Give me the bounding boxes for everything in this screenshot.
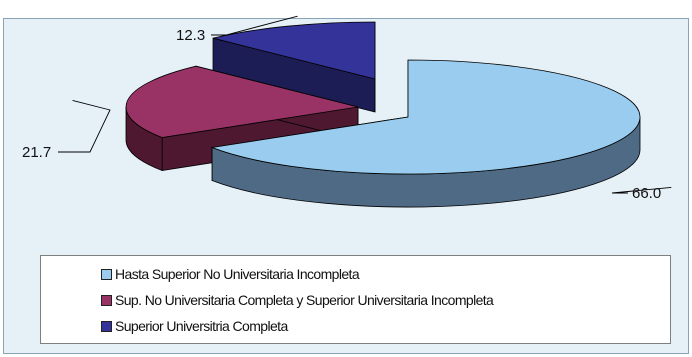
leader-line <box>611 187 672 194</box>
pie-slice <box>212 21 376 80</box>
legend-item: Hasta Superior No Universitaria Incomple… <box>101 261 670 287</box>
data-label: 12.3 <box>176 27 205 44</box>
leader-line <box>58 99 111 153</box>
data-label: 66.0 <box>632 185 661 202</box>
legend-label: Superior Universitria Completa <box>115 318 288 334</box>
pie-slice <box>210 59 641 175</box>
pie-slice <box>125 65 359 138</box>
legend-swatch <box>101 320 112 332</box>
data-label: 21.7 <box>22 144 51 161</box>
leader-line <box>211 15 298 36</box>
legend-label: Hasta Superior No Universitaria Incomple… <box>115 266 360 282</box>
legend-item: Superior Universitria Completa <box>101 313 670 339</box>
legend-swatch <box>101 294 112 306</box>
legend: Hasta Superior No Universitaria Incomple… <box>40 255 671 344</box>
legend-label: Sup. No Universitaria Completa y Superio… <box>115 292 494 308</box>
legend-item: Sup. No Universitaria Completa y Superio… <box>101 287 670 313</box>
legend-swatch <box>101 268 112 280</box>
